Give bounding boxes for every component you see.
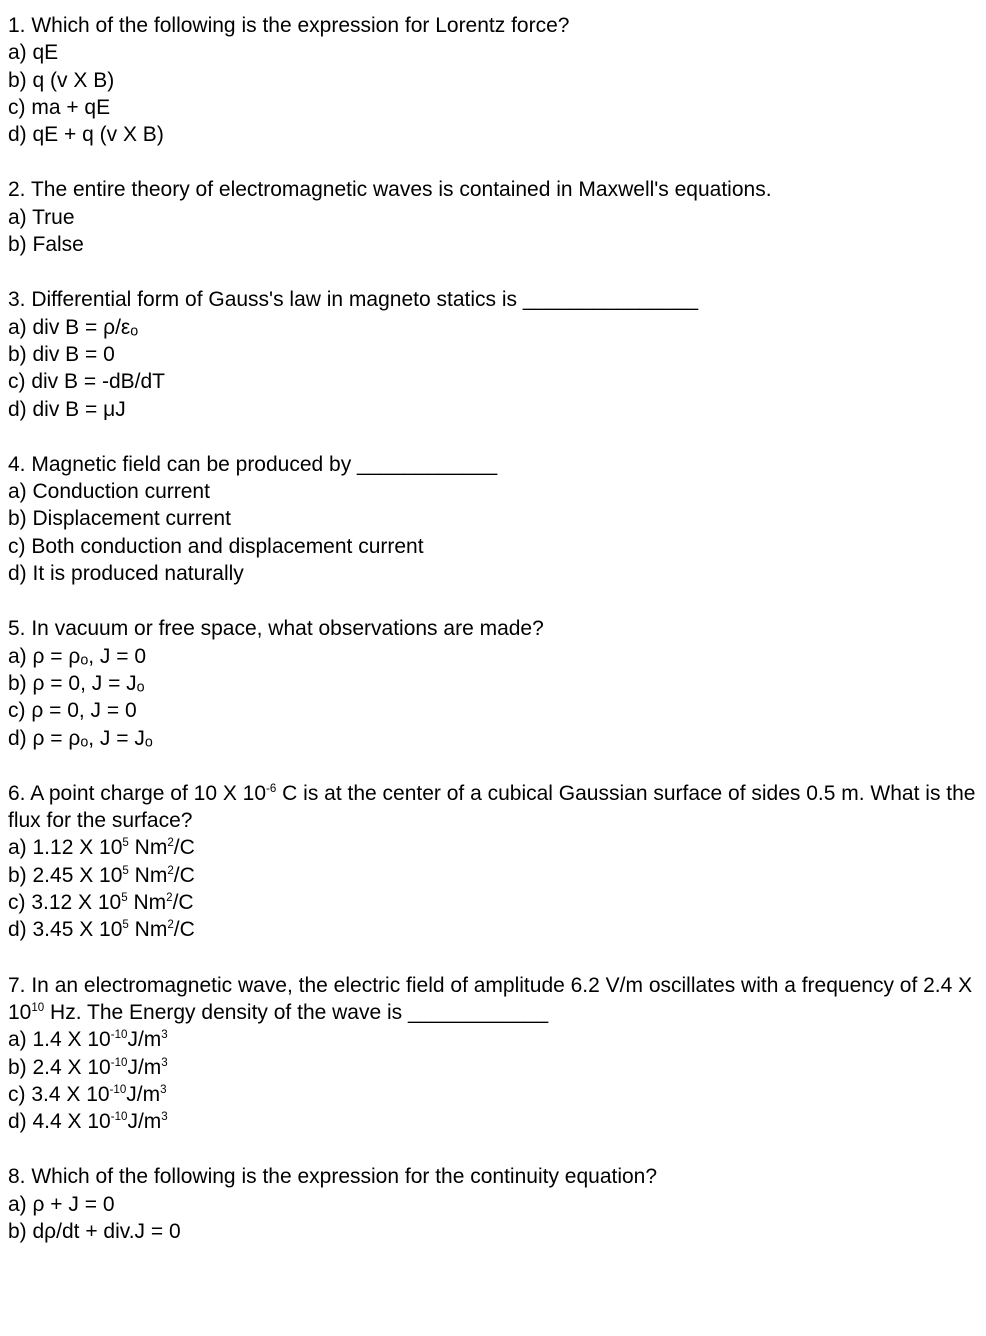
question-block-4: 4. Magnetic field can be produced by ___… [8, 451, 978, 587]
question-block-1: 1. Which of the following is the express… [8, 12, 978, 148]
question-option: a) ρ = ρₒ, J = 0 [8, 643, 978, 670]
question-block-5: 5. In vacuum or free space, what observa… [8, 615, 978, 751]
question-option: b) 2.45 X 105 Nm2/C [8, 862, 978, 889]
question-prompt: 6. A point charge of 10 X 10-6 C is at t… [8, 780, 978, 835]
question-prompt: 5. In vacuum or free space, what observa… [8, 615, 978, 642]
question-option: c) Both conduction and displacement curr… [8, 533, 978, 560]
question-prompt: 4. Magnetic field can be produced by ___… [8, 451, 978, 478]
question-prompt: 7. In an electromagnetic wave, the elect… [8, 972, 978, 1027]
question-prompt: 3. Differential form of Gauss's law in m… [8, 286, 978, 313]
question-prompt: 2. The entire theory of electromagnetic … [8, 176, 978, 203]
question-option: b) False [8, 231, 978, 258]
question-option: a) 1.12 X 105 Nm2/C [8, 834, 978, 861]
question-block-7: 7. In an electromagnetic wave, the elect… [8, 972, 978, 1136]
document-body: 1. Which of the following is the express… [8, 12, 978, 1245]
question-prompt: 1. Which of the following is the express… [8, 12, 978, 39]
question-option: d) 4.4 X 10-10J/m3 [8, 1108, 978, 1135]
question-option: a) True [8, 204, 978, 231]
question-prompt: 8. Which of the following is the express… [8, 1163, 978, 1190]
question-option: b) Displacement current [8, 505, 978, 532]
question-block-8: 8. Which of the following is the express… [8, 1163, 978, 1245]
question-option: c) 3.4 X 10-10J/m3 [8, 1081, 978, 1108]
question-option: c) 3.12 X 105 Nm2/C [8, 889, 978, 916]
question-option: c) div B = -dB/dT [8, 368, 978, 395]
question-option: a) Conduction current [8, 478, 978, 505]
question-option: d) div B = μJ [8, 396, 978, 423]
question-option: b) ρ = 0, J = Jₒ [8, 670, 978, 697]
question-option: a) 1.4 X 10-10J/m3 [8, 1026, 978, 1053]
question-option: b) div B = 0 [8, 341, 978, 368]
question-option: c) ρ = 0, J = 0 [8, 697, 978, 724]
question-option: d) ρ = ρₒ, J = Jₒ [8, 725, 978, 752]
question-option: b) dρ/dt + div.J = 0 [8, 1218, 978, 1245]
question-option: a) ρ + J = 0 [8, 1191, 978, 1218]
question-option: a) qE [8, 39, 978, 66]
question-block-2: 2. The entire theory of electromagnetic … [8, 176, 978, 258]
question-option: b) q (v X B) [8, 67, 978, 94]
question-option: d) qE + q (v X B) [8, 121, 978, 148]
question-option: c) ma + qE [8, 94, 978, 121]
question-block-3: 3. Differential form of Gauss's law in m… [8, 286, 978, 422]
question-option: d) 3.45 X 105 Nm2/C [8, 916, 978, 943]
question-option: b) 2.4 X 10-10J/m3 [8, 1054, 978, 1081]
question-option: a) div B = ρ/εₒ [8, 314, 978, 341]
question-block-6: 6. A point charge of 10 X 10-6 C is at t… [8, 780, 978, 944]
question-option: d) It is produced naturally [8, 560, 978, 587]
